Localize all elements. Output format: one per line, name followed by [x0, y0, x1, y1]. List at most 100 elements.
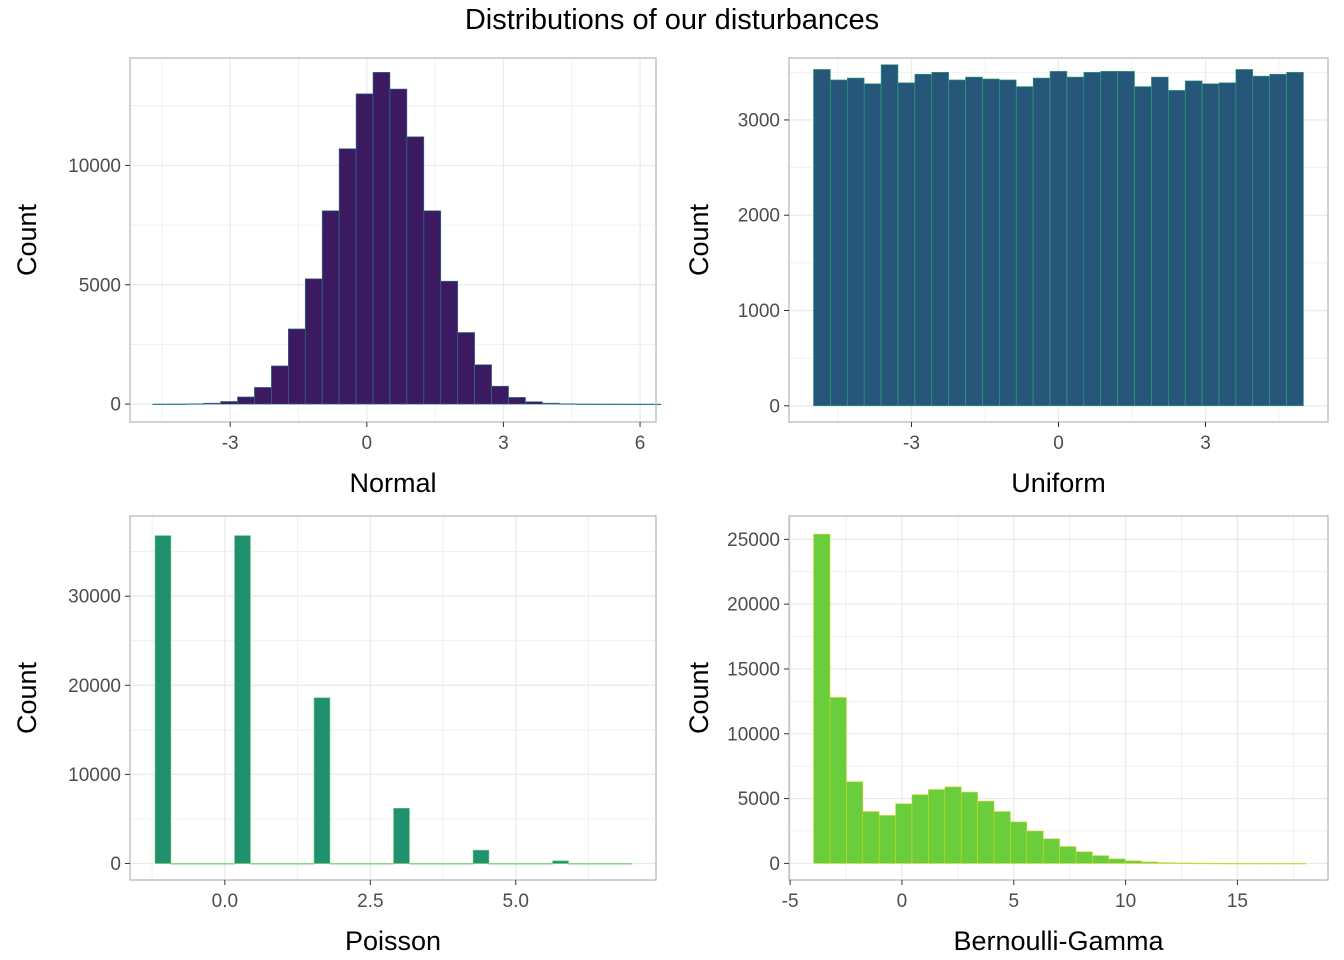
histogram-bar — [914, 73, 933, 407]
histogram-bar — [813, 533, 831, 864]
x-axis-title: Uniform — [1011, 468, 1106, 498]
histogram-bar — [944, 786, 962, 864]
histogram-bar — [170, 863, 188, 865]
histogram-bar — [321, 210, 340, 405]
histogram-bar — [911, 794, 929, 864]
histogram-bar — [423, 210, 442, 405]
histogram-bar — [297, 863, 315, 865]
histogram-bar — [1151, 76, 1169, 407]
histogram-bar — [271, 365, 289, 405]
histogram-bar — [425, 863, 442, 865]
chart-title: Distributions of our disturbances — [464, 4, 880, 36]
histogram-bar — [895, 803, 913, 864]
y-tick-label: 2000 — [738, 206, 780, 227]
histogram-bar — [1286, 71, 1304, 407]
histogram-bar — [977, 800, 995, 864]
histogram-bar — [1083, 71, 1102, 407]
y-tick-label: 10000 — [727, 724, 780, 745]
histogram-bar — [154, 535, 172, 864]
histogram-bar — [389, 88, 408, 405]
histogram-bar — [406, 136, 425, 405]
histogram-bar — [948, 79, 966, 407]
y-tick-label: 5000 — [79, 275, 121, 296]
histogram-bar — [345, 863, 363, 865]
histogram-bar — [1141, 861, 1159, 864]
histogram-bar — [237, 396, 255, 405]
histogram-bar — [313, 697, 331, 864]
histogram-bar — [1092, 855, 1110, 864]
histogram-bar — [846, 781, 864, 864]
histogram-bar — [982, 78, 1000, 407]
histogram-bar — [372, 72, 391, 405]
y-tick-label: 25000 — [727, 530, 780, 551]
y-axis-title: Count — [684, 661, 714, 734]
x-tick-label: 5.0 — [503, 891, 529, 912]
histogram-bar — [1100, 71, 1118, 407]
histogram-bar — [457, 332, 475, 405]
histogram-bar — [1239, 863, 1257, 865]
histogram-bar — [338, 148, 357, 405]
histogram-bar — [440, 280, 459, 405]
histogram-bar — [999, 79, 1017, 407]
histogram-bar — [1049, 71, 1068, 407]
histogram-bar — [1235, 69, 1254, 407]
x-tick-label: 2.5 — [357, 891, 383, 912]
histogram-bar — [250, 863, 267, 865]
histogram-bar — [488, 863, 506, 865]
histogram-bar — [440, 863, 458, 865]
histogram-bar — [536, 863, 553, 865]
x-tick-label: 3 — [498, 433, 509, 454]
histogram-bar — [329, 863, 347, 865]
histogram-bar — [234, 535, 251, 864]
histogram-bar — [281, 863, 299, 865]
histogram-bar — [202, 863, 219, 865]
histogram-bar — [525, 401, 543, 405]
x-tick-label: 0.0 — [212, 891, 238, 912]
histogram-bar — [863, 83, 882, 407]
x-tick-label: -5 — [782, 891, 799, 912]
histogram-bar — [1108, 858, 1126, 864]
histogram-bar — [1134, 86, 1152, 407]
x-axis-title: Normal — [349, 468, 436, 498]
histogram-bar — [491, 385, 509, 405]
histogram-bar — [897, 82, 916, 407]
x-axis-title: Bernoulli-Gamma — [953, 926, 1164, 956]
histogram-bar — [1218, 82, 1237, 407]
histogram-bar — [846, 77, 865, 407]
histogram-bar — [1288, 863, 1306, 865]
histogram-bar — [1269, 73, 1287, 407]
histogram-bar — [552, 860, 569, 864]
histogram-bar — [960, 791, 978, 864]
histogram-bar — [813, 69, 831, 407]
histogram-bar — [1206, 863, 1224, 865]
x-axis-title: Poisson — [345, 926, 441, 956]
histogram-bar — [965, 76, 983, 407]
y-tick-label: 10000 — [68, 156, 121, 177]
histogram-panel-bernoulli-gamma: -5 0 5 10 150500010000150002000025000Bernoul… — [684, 515, 1329, 956]
y-tick-label: 15000 — [727, 659, 780, 680]
histogram-panel-normal: -3 0 3 6 0 5000 10000 Normal Count — [12, 57, 662, 498]
histogram-bar — [1272, 863, 1290, 865]
panel-border — [788, 515, 1329, 881]
histogram-bar — [862, 811, 880, 864]
histogram-bar — [472, 849, 490, 864]
x-tick-label: 10 — [1115, 891, 1136, 912]
y-tick-label: 0 — [769, 854, 780, 875]
histogram-bar — [456, 863, 474, 865]
panel-border — [129, 57, 657, 423]
x-tick-label: 15 — [1227, 891, 1248, 912]
histogram-bar — [1010, 821, 1028, 864]
histogram-bar — [1059, 846, 1077, 864]
histogram-bar — [474, 364, 492, 405]
histogram-bar — [599, 863, 617, 865]
panel-border — [129, 515, 657, 881]
x-tick-label: -3 — [222, 433, 239, 454]
histogram-bar — [829, 697, 847, 864]
histogram-bar — [288, 328, 306, 405]
histogram-bar — [1075, 851, 1093, 864]
y-tick-label: 1000 — [738, 301, 780, 322]
histogram-bar — [1032, 77, 1051, 407]
histogram-bar — [169, 403, 187, 405]
histogram-bar — [203, 402, 221, 405]
histogram-bar — [1042, 838, 1060, 864]
